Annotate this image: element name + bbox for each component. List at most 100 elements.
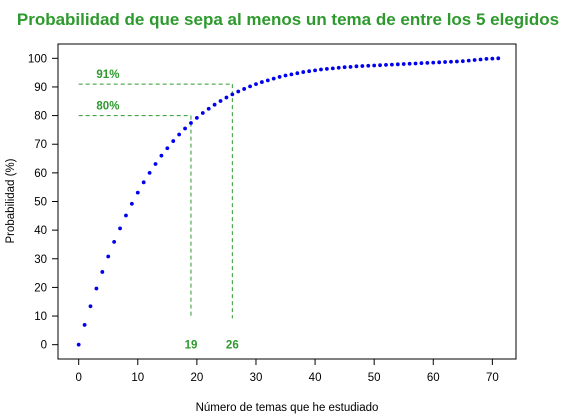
data-point	[118, 226, 122, 231]
data-point	[413, 61, 418, 66]
data-point	[165, 146, 170, 151]
reference-percent-label: 91%	[96, 69, 119, 81]
data-point	[277, 75, 282, 79]
data-point	[259, 80, 264, 84]
data-point	[242, 87, 247, 91]
data-point	[437, 60, 442, 65]
data-point	[354, 64, 359, 69]
data-point	[194, 115, 199, 120]
data-point	[472, 58, 477, 62]
data-point	[124, 213, 128, 218]
data-point	[153, 162, 158, 166]
y-tick-label: 0	[41, 340, 47, 352]
data-point	[443, 60, 447, 64]
y-tick-label: 30	[34, 254, 47, 266]
data-point	[159, 153, 164, 158]
data-point	[455, 59, 459, 64]
data-point	[360, 64, 365, 68]
data-point	[378, 63, 382, 68]
data-point	[366, 63, 371, 68]
data-point	[189, 121, 193, 125]
data-point	[313, 68, 317, 73]
data-point	[330, 66, 335, 71]
reference-x-label: 19	[185, 340, 198, 352]
data-point	[384, 63, 388, 67]
data-point	[254, 82, 258, 86]
data-point	[431, 60, 436, 65]
data-point	[407, 61, 412, 66]
data-point	[147, 170, 152, 175]
data-point	[324, 67, 329, 71]
data-point	[449, 59, 453, 64]
data-point	[94, 286, 99, 291]
x-tick-label: 50	[368, 372, 381, 384]
data-point	[460, 59, 465, 64]
data-point	[212, 102, 217, 107]
data-point	[236, 89, 241, 94]
y-axis: 0 10 20 30 40 50 60 70 80 90 100	[28, 53, 58, 352]
data-point	[271, 76, 276, 81]
data-point	[100, 270, 105, 274]
y-axis-label: Probabilidad (%)	[5, 158, 17, 243]
data-point	[129, 201, 134, 206]
data-point	[478, 57, 483, 62]
data-point	[135, 190, 140, 195]
y-tick-label: 80	[34, 111, 47, 123]
x-tick-label: 20	[190, 372, 203, 384]
data-point	[283, 73, 288, 78]
y-tick-label: 90	[34, 82, 47, 94]
data-point	[295, 71, 300, 76]
y-tick-label: 70	[34, 139, 47, 151]
data-point	[200, 111, 205, 115]
x-tick-label: 10	[131, 372, 144, 384]
data-point	[177, 132, 182, 137]
chart-title: Probabilidad de que sepa al menos un tem…	[17, 10, 559, 29]
data-point	[265, 78, 270, 83]
data-point	[490, 56, 495, 61]
data-point	[301, 70, 306, 74]
x-axis: 0 10 20 30 40 50 60 70	[75, 359, 499, 384]
y-tick-label: 100	[28, 53, 47, 65]
x-axis-label: Número de temas que he estudiado	[196, 402, 379, 414]
data-point	[342, 65, 347, 70]
data-point	[82, 323, 87, 327]
reference-percent-label: 80%	[96, 101, 119, 113]
data-points	[76, 56, 501, 347]
data-point	[76, 342, 81, 347]
data-point	[307, 69, 312, 74]
data-point	[141, 180, 146, 185]
data-point	[372, 63, 377, 68]
x-tick-label: 70	[486, 372, 499, 384]
data-point	[218, 99, 223, 103]
data-point	[336, 65, 341, 70]
plot-area-frame	[57, 43, 517, 360]
x-tick-label: 0	[75, 372, 81, 384]
y-tick-label: 50	[34, 197, 47, 209]
data-point	[395, 62, 400, 67]
data-point	[348, 65, 353, 69]
x-tick-label: 60	[427, 372, 440, 384]
y-tick-label: 60	[34, 168, 47, 180]
data-point	[248, 84, 252, 89]
data-point	[230, 92, 235, 97]
data-point	[419, 61, 424, 66]
data-point	[224, 95, 229, 100]
data-point	[425, 61, 430, 65]
data-point	[106, 254, 111, 259]
data-point	[496, 56, 501, 61]
y-tick-label: 40	[34, 225, 47, 237]
reference-annotations: 80% 19 91% 26	[78, 69, 239, 352]
x-tick-label: 30	[250, 372, 263, 384]
data-point	[319, 67, 323, 72]
y-tick-label: 20	[34, 282, 47, 294]
data-point	[112, 239, 117, 244]
data-point	[484, 56, 489, 61]
reference-x-label: 26	[226, 340, 239, 352]
data-point	[466, 58, 471, 63]
data-point	[206, 106, 211, 111]
data-point	[289, 72, 294, 77]
data-point	[88, 304, 93, 309]
y-tick-label: 10	[34, 311, 47, 323]
data-point	[183, 126, 187, 131]
